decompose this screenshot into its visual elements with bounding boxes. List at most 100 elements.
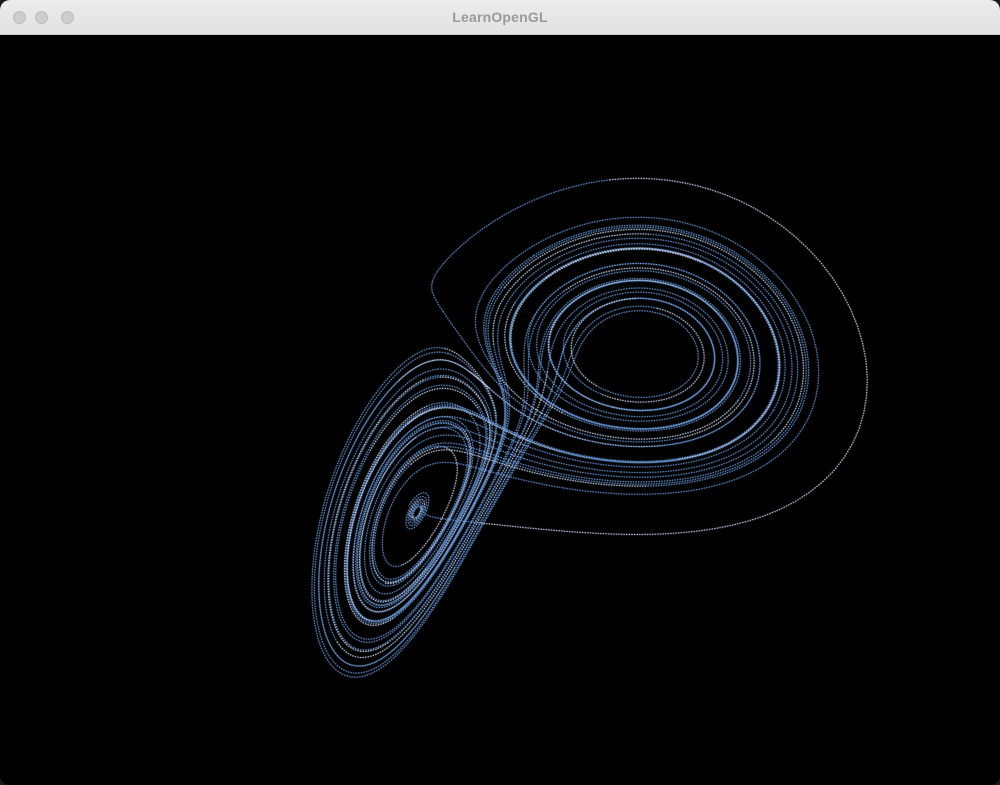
trajectory-segment bbox=[328, 376, 439, 643]
trajectory-segment bbox=[509, 277, 547, 396]
trajectory-segment bbox=[541, 279, 717, 355]
trajectory-segment bbox=[516, 261, 779, 462]
trajectory-segment bbox=[556, 305, 658, 392]
trajectory-segment bbox=[534, 263, 761, 398]
title-bar[interactable]: LearnOpenGL bbox=[0, 0, 1000, 35]
trajectory-segment bbox=[333, 426, 521, 643]
trajectory-segment bbox=[409, 501, 424, 517]
trajectory-segment bbox=[562, 295, 613, 395]
trajectory-segment bbox=[492, 233, 651, 345]
trajectory-segment bbox=[412, 506, 422, 517]
window-title: LearnOpenGL bbox=[452, 9, 548, 25]
trajectory-segment bbox=[474, 286, 500, 377]
trajectory-segment bbox=[563, 267, 755, 439]
trajectory-segment bbox=[385, 407, 487, 601]
trajectory-segment bbox=[352, 434, 496, 613]
trajectory-segment bbox=[523, 233, 799, 478]
trajectory-segment bbox=[318, 381, 455, 667]
trajectory-segment bbox=[499, 376, 739, 440]
trajectory-segment bbox=[546, 287, 684, 372]
trajectory-segment bbox=[407, 508, 426, 527]
trajectory-segment bbox=[497, 256, 560, 376]
trajectory-segment bbox=[601, 307, 705, 403]
trajectory-segment bbox=[346, 406, 444, 621]
trajectory-segment bbox=[381, 462, 437, 568]
trajectory-segment bbox=[405, 510, 427, 530]
trajectory-segment bbox=[442, 347, 497, 417]
trajectory-segment bbox=[431, 281, 444, 312]
trajectory-segment bbox=[558, 237, 793, 474]
trajectory-segment bbox=[565, 297, 729, 422]
trajectory-segment bbox=[533, 224, 810, 487]
trajectory-segment bbox=[454, 328, 575, 569]
trajectory-segment bbox=[437, 438, 780, 485]
trajectory-segment bbox=[397, 359, 490, 389]
trajectory-segment bbox=[355, 359, 469, 442]
trajectory-segment bbox=[515, 365, 728, 430]
trajectory-segment bbox=[408, 492, 430, 511]
trajectory-segment bbox=[509, 274, 550, 394]
trajectory-segment bbox=[500, 226, 807, 439]
trajectory-segment bbox=[510, 248, 702, 348]
trajectory-segment bbox=[343, 405, 428, 626]
trajectory-segment bbox=[427, 402, 481, 487]
trajectory-segment bbox=[408, 499, 426, 515]
trajectory-segment bbox=[411, 505, 422, 517]
trajectory-segment bbox=[358, 437, 427, 603]
trajectory-segment bbox=[479, 177, 868, 536]
trajectory-segment bbox=[346, 372, 539, 651]
trajectory-segment bbox=[371, 446, 439, 583]
trajectory-segment bbox=[573, 297, 716, 385]
trajectory-segment bbox=[432, 427, 469, 544]
trajectory-segment bbox=[570, 298, 636, 387]
trajectory-segment bbox=[410, 503, 423, 517]
trajectory-segment bbox=[511, 346, 683, 430]
trajectory-segment bbox=[562, 283, 742, 432]
minimize-button[interactable] bbox=[35, 11, 48, 24]
trajectory-segment bbox=[376, 438, 471, 583]
trajectory-segment bbox=[527, 281, 569, 402]
trajectory-segment bbox=[536, 315, 633, 417]
trajectory-segment bbox=[385, 430, 472, 585]
trajectory-segment bbox=[355, 444, 492, 609]
trajectory-segment bbox=[317, 351, 449, 544]
trajectory-segment bbox=[356, 432, 491, 607]
zoom-button[interactable] bbox=[61, 11, 74, 24]
lorenz-attractor-render bbox=[311, 177, 868, 678]
trajectory-segment bbox=[514, 243, 786, 411]
trajectory-segment bbox=[352, 416, 461, 586]
trajectory-segment bbox=[438, 441, 772, 483]
trajectory-segment bbox=[410, 506, 424, 522]
trajectory-segment bbox=[548, 279, 723, 351]
trajectory-segment bbox=[573, 280, 739, 424]
trajectory-segment bbox=[497, 314, 536, 472]
trajectory-segment bbox=[311, 382, 566, 678]
trajectory-segment bbox=[613, 297, 715, 411]
trajectory-segment bbox=[537, 278, 674, 374]
trajectory-segment bbox=[387, 354, 543, 644]
trajectory-segment bbox=[423, 374, 491, 433]
trajectory-segment bbox=[438, 363, 506, 564]
trajectory-segment bbox=[402, 446, 458, 566]
gl-viewport[interactable] bbox=[0, 35, 1000, 785]
trajectory-segment bbox=[474, 344, 509, 504]
trajectory-segment bbox=[596, 316, 699, 398]
trajectory-segment bbox=[483, 255, 534, 365]
trajectory-segment bbox=[373, 463, 434, 580]
trajectory-segment bbox=[371, 445, 445, 575]
trajectory-segment bbox=[426, 392, 488, 569]
trajectory-segment bbox=[336, 371, 548, 659]
trajectory-segment bbox=[369, 443, 439, 587]
trajectory-segment bbox=[544, 270, 752, 401]
trajectory-segment bbox=[489, 387, 752, 448]
trajectory-segment bbox=[312, 347, 443, 571]
trajectory-segment bbox=[487, 287, 505, 392]
trajectory-segment bbox=[548, 301, 614, 408]
trajectory-segment bbox=[545, 247, 780, 460]
trajectory-segment bbox=[435, 419, 809, 495]
trajectory-segment bbox=[555, 279, 739, 395]
trajectory-segment bbox=[504, 302, 563, 414]
close-button[interactable] bbox=[13, 11, 26, 24]
trajectory-segment bbox=[365, 391, 507, 623]
